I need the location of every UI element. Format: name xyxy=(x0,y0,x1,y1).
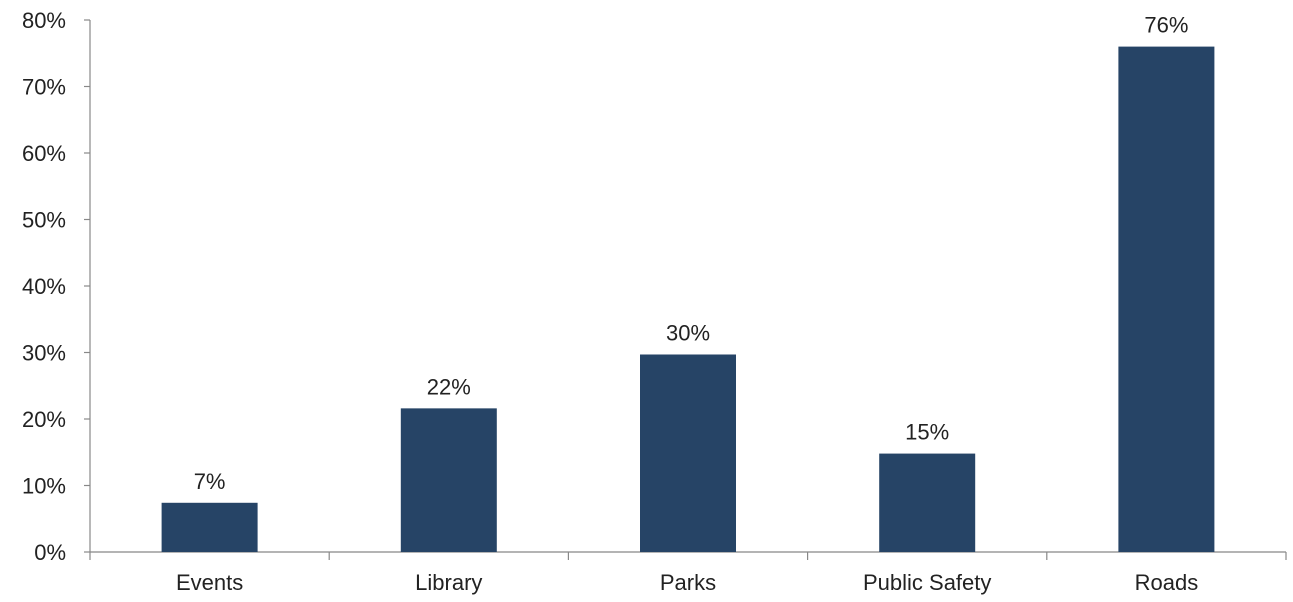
y-tick-label: 40% xyxy=(22,274,66,299)
y-tick-label: 80% xyxy=(22,8,66,33)
y-tick-label: 0% xyxy=(34,540,66,565)
x-category-label: Library xyxy=(415,570,482,595)
y-tick-label: 30% xyxy=(22,341,66,366)
bar-public-safety xyxy=(879,453,976,552)
y-tick-label: 70% xyxy=(22,75,66,100)
x-category-label: Roads xyxy=(1135,570,1199,595)
bar-library xyxy=(400,408,497,552)
y-tick-label: 10% xyxy=(22,474,66,499)
x-category-label: Events xyxy=(176,570,243,595)
bar-roads xyxy=(1118,46,1215,552)
data-label: 7% xyxy=(194,469,226,494)
y-tick-label: 60% xyxy=(22,141,66,166)
x-category-label: Parks xyxy=(660,570,716,595)
data-label: 30% xyxy=(666,320,710,345)
bar-parks xyxy=(640,354,736,552)
bar-events xyxy=(161,502,258,552)
x-category-label: Public Safety xyxy=(863,570,991,595)
y-tick-label: 50% xyxy=(22,208,66,233)
data-label: 15% xyxy=(905,420,949,445)
data-label: 76% xyxy=(1144,13,1188,38)
y-tick-label: 20% xyxy=(22,407,66,432)
data-label: 22% xyxy=(427,374,471,399)
